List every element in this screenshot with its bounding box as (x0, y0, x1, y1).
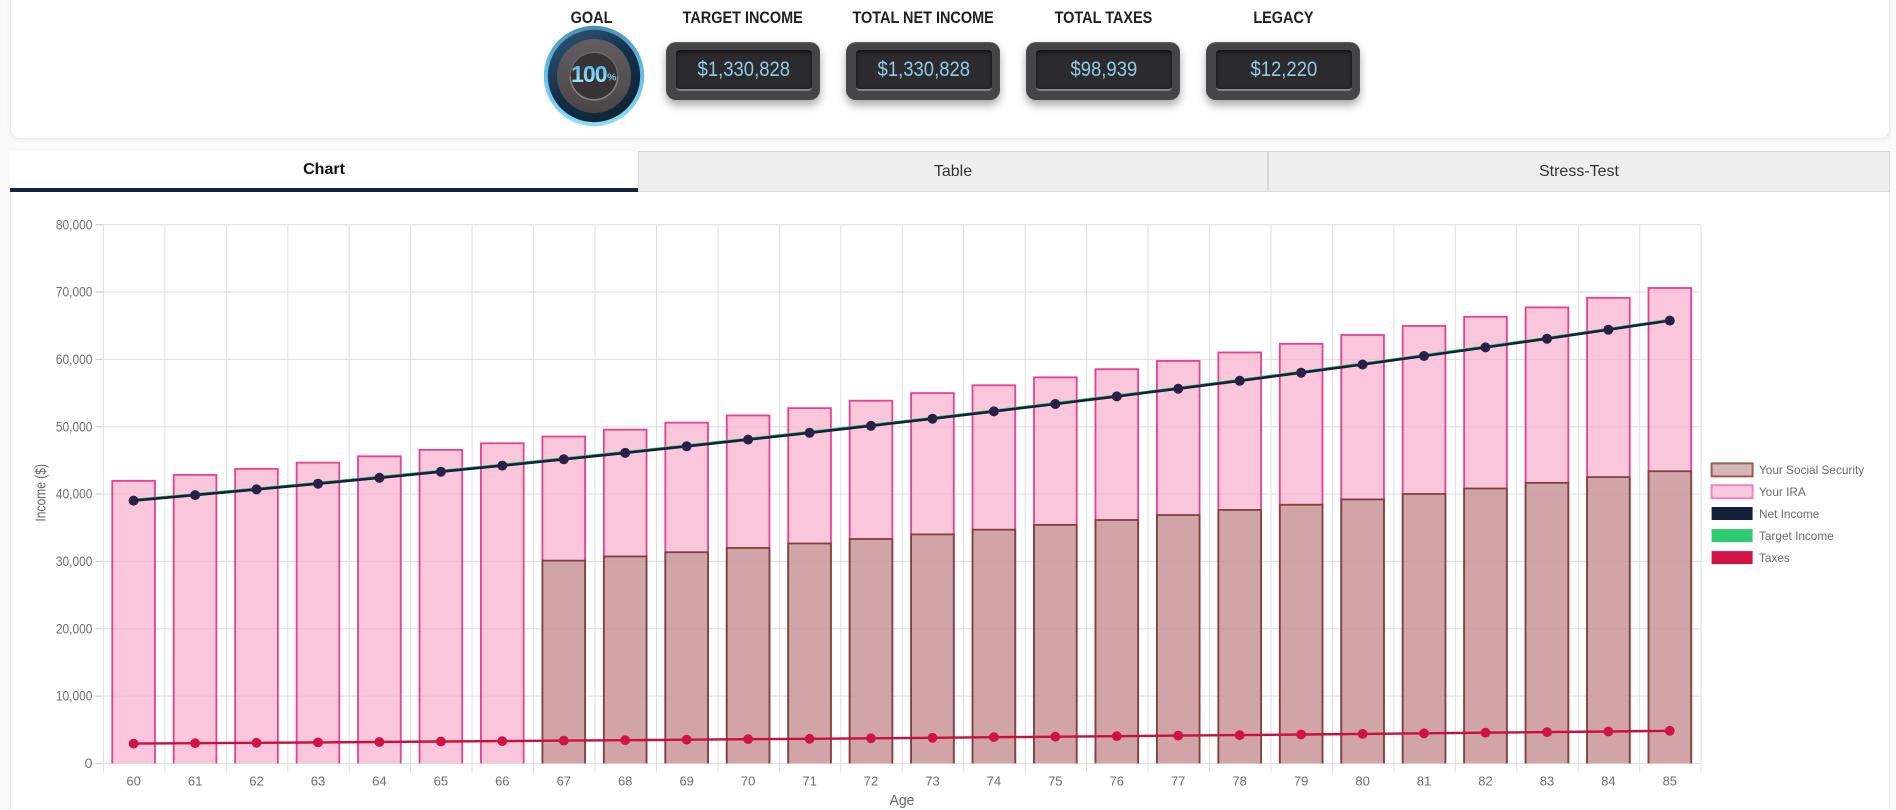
svg-text:80: 80 (1355, 774, 1369, 789)
svg-text:81: 81 (1417, 774, 1431, 789)
svg-text:100: 100 (571, 61, 607, 87)
svg-text:83: 83 (1540, 774, 1554, 789)
svg-text:69: 69 (679, 774, 693, 789)
svg-text:20,000: 20,000 (56, 620, 93, 636)
svg-text:78: 78 (1232, 774, 1246, 789)
svg-text:Age: Age (890, 793, 915, 809)
svg-text:60: 60 (126, 774, 140, 789)
svg-text:70: 70 (741, 774, 755, 789)
svg-text:82: 82 (1478, 774, 1492, 789)
svg-text:64: 64 (372, 774, 386, 789)
svg-text:10,000: 10,000 (56, 688, 93, 704)
svg-text:84: 84 (1601, 774, 1615, 789)
svg-text:72: 72 (864, 774, 878, 789)
svg-text:Your IRA: Your IRA (1759, 485, 1806, 499)
svg-text:63: 63 (311, 774, 325, 789)
svg-text:62: 62 (249, 774, 263, 789)
svg-text:65: 65 (434, 774, 448, 789)
svg-text:30,000: 30,000 (56, 553, 93, 569)
svg-text:66: 66 (495, 774, 509, 789)
svg-text:77: 77 (1171, 774, 1185, 789)
svg-text:Target Income: Target Income (1759, 529, 1834, 543)
svg-text:79: 79 (1294, 774, 1308, 789)
svg-text:75: 75 (1048, 774, 1062, 789)
svg-text:61: 61 (188, 774, 202, 789)
svg-text:76: 76 (1110, 774, 1124, 789)
svg-text:68: 68 (618, 774, 632, 789)
svg-text:Net Income: Net Income (1759, 507, 1820, 521)
svg-text:0: 0 (85, 755, 93, 771)
svg-text:Income ($): Income ($) (33, 464, 50, 522)
svg-text:73: 73 (925, 774, 939, 789)
svg-text:70,000: 70,000 (56, 284, 93, 300)
svg-text:71: 71 (802, 774, 816, 789)
svg-text:74: 74 (987, 774, 1001, 789)
svg-text:Your Social Security: Your Social Security (1759, 463, 1864, 477)
svg-text:40,000: 40,000 (56, 486, 93, 502)
svg-text:%: % (607, 71, 617, 83)
svg-text:60,000: 60,000 (56, 351, 93, 367)
svg-text:80,000: 80,000 (56, 216, 93, 232)
svg-text:Taxes: Taxes (1759, 551, 1790, 565)
svg-text:85: 85 (1663, 774, 1677, 789)
svg-text:67: 67 (557, 774, 571, 789)
svg-text:50,000: 50,000 (56, 418, 93, 434)
